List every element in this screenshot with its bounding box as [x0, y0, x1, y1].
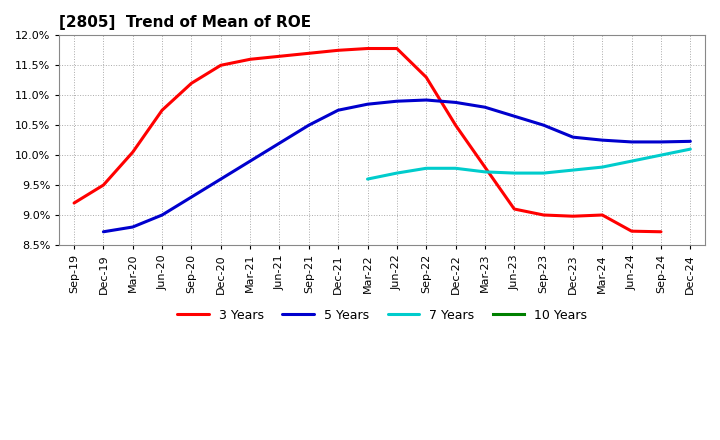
3 Years	[598, 213, 607, 218]
5 Years	[627, 139, 636, 145]
3 Years	[480, 165, 489, 170]
Line: 3 Years: 3 Years	[74, 48, 661, 232]
5 Years	[598, 138, 607, 143]
3 Years	[657, 229, 665, 235]
5 Years	[275, 140, 284, 146]
7 Years	[657, 153, 665, 158]
5 Years	[657, 139, 665, 145]
3 Years	[569, 213, 577, 219]
5 Years	[99, 229, 108, 235]
7 Years	[422, 165, 431, 171]
5 Years	[539, 122, 548, 128]
3 Years	[217, 62, 225, 68]
7 Years	[686, 147, 695, 152]
5 Years	[569, 135, 577, 140]
7 Years	[539, 170, 548, 176]
7 Years	[569, 168, 577, 173]
3 Years	[510, 206, 518, 212]
3 Years	[158, 107, 166, 113]
7 Years	[627, 158, 636, 164]
3 Years	[305, 51, 313, 56]
5 Years	[217, 176, 225, 182]
3 Years	[451, 122, 460, 128]
5 Years	[392, 99, 401, 104]
5 Years	[480, 105, 489, 110]
3 Years	[627, 228, 636, 234]
7 Years	[480, 169, 489, 175]
5 Years	[246, 158, 254, 164]
3 Years	[246, 57, 254, 62]
Line: 5 Years: 5 Years	[104, 100, 690, 232]
5 Years	[128, 224, 137, 230]
7 Years	[510, 170, 518, 176]
5 Years	[305, 122, 313, 128]
5 Years	[451, 100, 460, 105]
5 Years	[510, 114, 518, 119]
5 Years	[686, 139, 695, 144]
3 Years	[70, 200, 78, 205]
3 Years	[275, 54, 284, 59]
7 Years	[451, 165, 460, 171]
5 Years	[334, 107, 343, 113]
3 Years	[187, 81, 196, 86]
5 Years	[422, 97, 431, 103]
3 Years	[422, 75, 431, 80]
7 Years	[363, 176, 372, 182]
3 Years	[334, 48, 343, 53]
7 Years	[392, 170, 401, 176]
Text: [2805]  Trend of Mean of ROE: [2805] Trend of Mean of ROE	[60, 15, 312, 30]
5 Years	[187, 194, 196, 200]
3 Years	[539, 213, 548, 218]
3 Years	[99, 183, 108, 188]
Line: 7 Years: 7 Years	[367, 149, 690, 179]
7 Years	[598, 165, 607, 170]
3 Years	[128, 150, 137, 155]
3 Years	[392, 46, 401, 51]
5 Years	[363, 102, 372, 107]
5 Years	[158, 213, 166, 218]
3 Years	[363, 46, 372, 51]
Legend: 3 Years, 5 Years, 7 Years, 10 Years: 3 Years, 5 Years, 7 Years, 10 Years	[173, 304, 592, 327]
